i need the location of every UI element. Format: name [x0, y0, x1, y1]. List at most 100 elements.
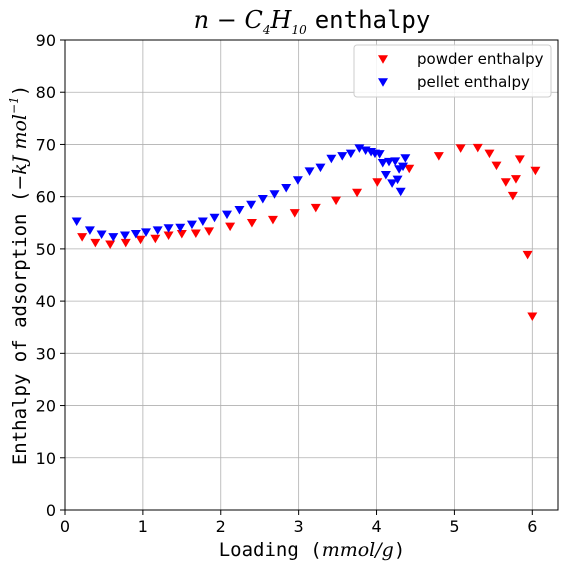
powder-point	[246, 219, 257, 228]
pellet-point	[292, 176, 303, 185]
powder-point	[267, 215, 278, 225]
data-points	[71, 143, 541, 322]
pellet-point	[152, 226, 163, 235]
title-suffix: enthalpy	[315, 6, 431, 34]
x-tick-label: 4	[371, 517, 381, 536]
pellet-point	[175, 223, 186, 233]
x-tick-label: 3	[294, 517, 304, 536]
powder-point	[404, 164, 415, 174]
powder-point	[120, 238, 131, 248]
powder-point	[433, 152, 444, 161]
legend-entry: pellet enthalpy	[417, 73, 530, 91]
pellet-point	[390, 157, 401, 166]
pellet-point	[130, 229, 141, 239]
ylabel-unit: −kJ mol	[9, 114, 31, 191]
pellet-point	[315, 163, 326, 173]
chart-title: n − C4H10 enthalpy	[194, 6, 431, 37]
powder-point	[472, 143, 483, 153]
pellet-point	[383, 157, 394, 167]
y-tick-label: 30	[36, 344, 56, 363]
pellet-point	[96, 230, 107, 240]
powder-point	[190, 229, 201, 238]
powder-point	[372, 178, 383, 187]
title-sub2: 10	[291, 23, 307, 37]
pellet-point	[387, 179, 398, 188]
powder-point	[204, 227, 215, 236]
y-tick-label: 90	[36, 31, 56, 50]
x-tick-label: 2	[216, 517, 226, 536]
title-prefix: n − C	[194, 6, 263, 34]
pellet-point	[140, 228, 151, 237]
powder-point	[176, 229, 187, 239]
y-tick-label: 80	[36, 83, 56, 102]
legend-marker	[378, 78, 388, 87]
powder-point	[530, 166, 541, 176]
powder-point	[289, 209, 300, 218]
pellet-point	[398, 162, 409, 172]
title-sub1: 4	[262, 23, 271, 37]
pellet-point	[392, 175, 403, 185]
powder-point	[163, 231, 174, 241]
pellet-point	[234, 205, 245, 215]
legend: powder enthalpy pellet enthalpy	[353, 44, 552, 98]
grid	[64, 39, 558, 511]
pellet-point	[337, 152, 348, 161]
powder-point	[331, 196, 342, 206]
pellet-point	[326, 154, 337, 164]
powder-point	[522, 250, 533, 260]
pellet-point	[84, 226, 95, 235]
powder-point	[135, 235, 146, 245]
powder-point	[491, 161, 502, 171]
pellet-point	[186, 220, 197, 230]
pellet-point	[119, 231, 130, 241]
legend-marker	[378, 55, 388, 64]
pellet-point	[246, 200, 257, 210]
x-tick-label: 5	[449, 517, 459, 536]
x-axis-label: Loading (mmol/g)	[219, 539, 406, 561]
ylabel-close: )	[9, 85, 31, 96]
powder-point	[500, 178, 511, 187]
y-axis-label: Enthalpy of adsorption (−kJ mol−1)	[7, 85, 31, 465]
powder-point	[225, 222, 236, 232]
y-tick-label: 40	[36, 292, 56, 311]
pellet-point	[221, 210, 232, 220]
pellet-point	[281, 184, 292, 193]
pellet-point	[209, 213, 220, 223]
y-tick-label: 10	[36, 449, 56, 468]
x-tick-label: 6	[527, 517, 537, 536]
ylabel-text: Enthalpy of adsorption (	[9, 191, 31, 466]
pellet-point	[374, 150, 385, 159]
plot-frame	[64, 39, 559, 511]
powder-point	[77, 233, 88, 242]
powder-point	[150, 234, 161, 244]
powder-point	[510, 175, 521, 184]
pellet-point	[197, 217, 208, 226]
ylabel-exp: −1	[7, 96, 21, 114]
powder-point	[514, 155, 525, 164]
title-mid: H	[270, 6, 293, 34]
powder-point	[105, 240, 116, 249]
powder-point	[507, 191, 518, 201]
pellet-point	[380, 170, 391, 180]
y-tick-label: 60	[36, 188, 56, 207]
pellet-point	[163, 224, 174, 233]
legend-box	[353, 44, 552, 98]
xlabel-text: Loading (	[219, 539, 322, 561]
x-tick-label: 1	[138, 517, 148, 536]
pellet-point	[269, 190, 280, 199]
xlabel-close: )	[394, 539, 405, 561]
legend-entry: powder enthalpy	[417, 50, 544, 68]
powder-point	[310, 203, 321, 213]
y-tick-label: 0	[46, 501, 56, 520]
y-tick-label: 50	[36, 240, 56, 259]
pellet-point	[304, 167, 315, 176]
powder-point	[352, 188, 363, 198]
powder-point	[90, 238, 101, 248]
pellet-point	[108, 233, 119, 242]
pellet-point	[345, 149, 356, 159]
powder-point	[455, 144, 466, 153]
xlabel-unit: mmol/g	[322, 539, 394, 561]
pellet-point	[257, 195, 268, 204]
